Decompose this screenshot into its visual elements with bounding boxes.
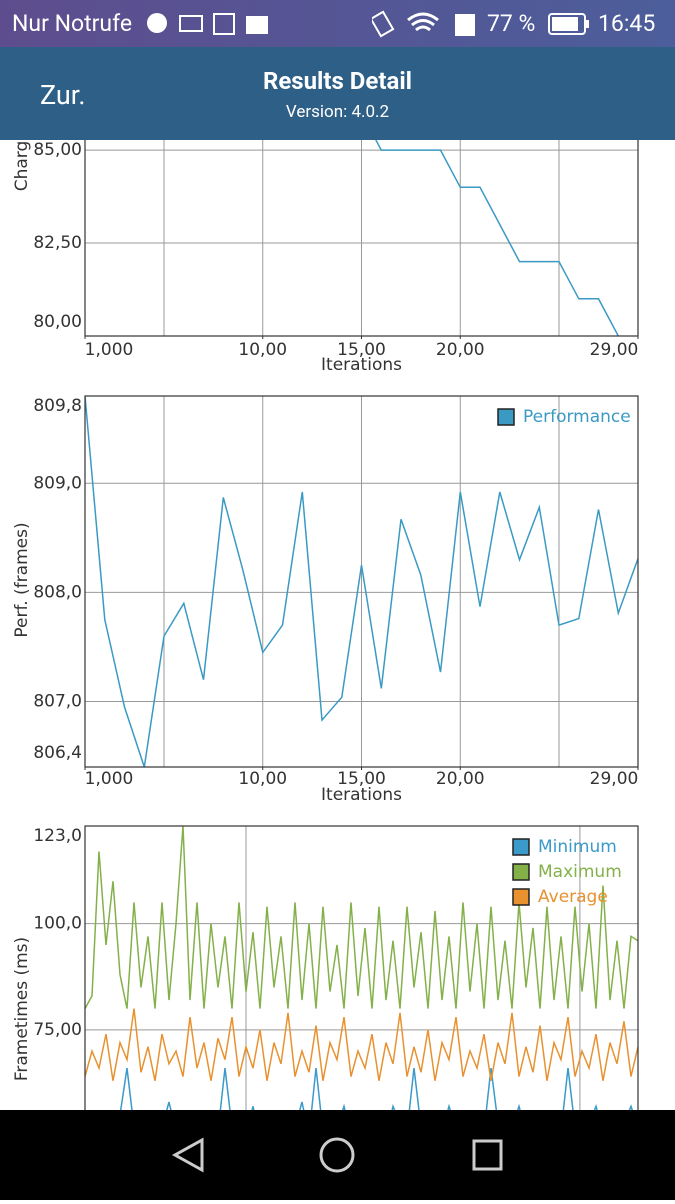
recents-icon[interactable] (472, 1139, 503, 1171)
x-axis-title: Iterations (321, 355, 402, 375)
y-tick-label: 123,0 (33, 826, 82, 846)
y-tick-label: 809,8 (33, 396, 82, 416)
battery-icon (548, 13, 589, 35)
legend-label: Minimum (538, 837, 617, 857)
nav-icons (171, 1137, 503, 1173)
carrier: Nur Notrufe (12, 10, 133, 37)
y-tick-label: 809,0 (33, 473, 82, 493)
header-subtitle: Version: 4.0.2 (285, 102, 390, 122)
legend-swatch (512, 888, 530, 906)
x-tick-label: 20,00 (436, 769, 485, 789)
legend-label: Average (538, 887, 608, 907)
x-tick-label: 29,00 (590, 340, 639, 360)
x-axis-title: Iterations (321, 785, 402, 805)
clock: 16:45 (598, 10, 656, 37)
series-line (364, 120, 619, 336)
series-line (85, 1008, 638, 1081)
legend-label: Maximum (538, 862, 622, 882)
legend-label: Performance (523, 407, 631, 427)
x-tick-label: 10,00 (238, 340, 287, 360)
back-button[interactable]: Zur. (40, 79, 86, 111)
x-tick-label: 15,00 (337, 769, 386, 789)
legend-swatch (497, 408, 515, 426)
series-line (85, 826, 638, 1009)
back-icon[interactable] (171, 1137, 204, 1173)
x-tick-label: 1,000 (85, 769, 134, 789)
y-tick-label: 100,0 (33, 914, 82, 934)
y-axis-title: Frametimes (ms) (12, 937, 32, 1081)
battery-level: 77 % (487, 10, 536, 37)
x-tick-label: 20,00 (436, 340, 485, 360)
y-tick-label: 806,4 (33, 743, 82, 763)
header: Zur. Results Detail Version: 4.0.2 (0, 47, 675, 140)
y-axis-title: Perf. (frames) (12, 522, 32, 637)
legend-swatch (512, 863, 530, 881)
y-tick-label: 808,0 (33, 582, 82, 602)
x-tick-label: 15,00 (337, 340, 386, 360)
y-axis-title: Charg (12, 141, 32, 192)
nav-bar (0, 1110, 675, 1200)
x-tick-label: 1,000 (85, 340, 134, 360)
y-tick-label: 807,0 (33, 692, 82, 712)
home-icon[interactable] (319, 1137, 355, 1173)
legend-swatch (512, 838, 530, 856)
y-tick-label: 75,00 (33, 1020, 82, 1040)
y-tick-label: 82,50 (33, 233, 82, 253)
series-line (85, 396, 638, 767)
x-tick-label: 10,00 (238, 769, 287, 789)
status-icons-right (372, 10, 475, 38)
y-tick-label: 80,00 (33, 312, 82, 332)
plot-border (84, 395, 639, 768)
status-icons (147, 13, 268, 35)
y-tick-label: 85,00 (33, 140, 82, 160)
status-bar: Nur Notrufe 77 % 16:45 (0, 0, 675, 47)
x-tick-label: 29,00 (590, 769, 639, 789)
header-title: Results Detail (262, 67, 413, 95)
